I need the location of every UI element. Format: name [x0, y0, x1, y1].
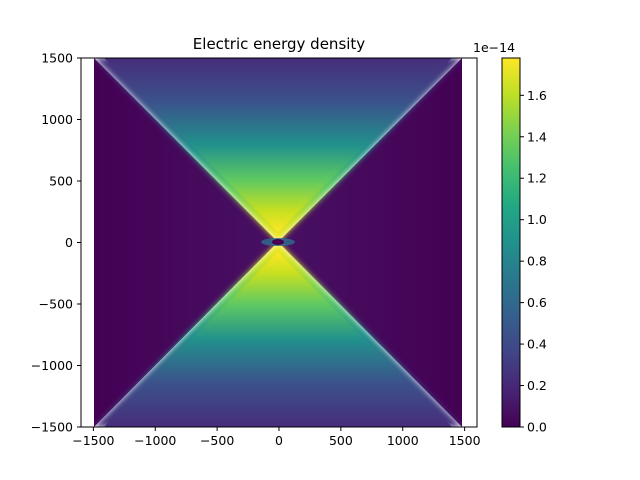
y-tick-label: −1000: [31, 358, 73, 373]
colorbar-offset-text: 1e−14: [473, 40, 515, 55]
colorbar-tick-label: 1.0: [527, 212, 547, 227]
colorbar-tick-label: 0.0: [527, 420, 547, 435]
x-axis: −1500 −1000 −500 0 500 1000 1500: [72, 427, 481, 448]
x-tick-label: 1500: [449, 433, 481, 448]
field-left-region: [94, 58, 278, 427]
field-right-region: [278, 58, 462, 427]
center-core: [272, 239, 284, 245]
x-tick-label: 0: [275, 433, 283, 448]
colorbar-tick-label: 0.6: [527, 295, 547, 310]
colorbar-frame: [501, 57, 521, 428]
y-tick-label: 0: [65, 235, 73, 250]
colorbar-ticks: 0.0 0.2 0.4 0.6 0.8 1.0 1.2 1.4 1.6: [520, 88, 547, 435]
plot-area: [80, 57, 478, 428]
x-tick-label: −500: [200, 433, 234, 448]
x-tick-label: 500: [329, 433, 353, 448]
field-upper-cone: [104, 58, 452, 232]
chart-title: Electric energy density: [193, 35, 366, 53]
heatmap-field: [94, 58, 462, 427]
x-tick-label: −1000: [134, 433, 176, 448]
colorbar-tick-label: 1.6: [527, 88, 547, 103]
colorbar-tick-label: 1.2: [527, 171, 547, 186]
colorbar-tick-label: 0.4: [527, 337, 547, 352]
colorbar: 0.0 0.2 0.4 0.6 0.8 1.0 1.2 1.4 1.6 1e−14: [473, 40, 547, 435]
colorbar-tick-label: 0.2: [527, 378, 547, 393]
y-tick-label: 500: [49, 174, 73, 189]
colorbar-tick-label: 1.4: [527, 129, 547, 144]
x-tick-label: 1000: [387, 433, 419, 448]
colorbar-tick-label: 0.8: [527, 254, 547, 269]
field-lower-cone: [104, 252, 452, 427]
x-tick-label: −1500: [72, 433, 114, 448]
y-tick-label: −1500: [31, 420, 73, 435]
y-tick-label: 1000: [41, 112, 73, 127]
y-tick-label: 1500: [41, 51, 73, 66]
y-tick-label: −500: [39, 297, 73, 312]
colorbar-gradient: [502, 58, 520, 427]
y-axis: −1500 −1000 −500 0 500 1000 1500: [31, 51, 81, 435]
